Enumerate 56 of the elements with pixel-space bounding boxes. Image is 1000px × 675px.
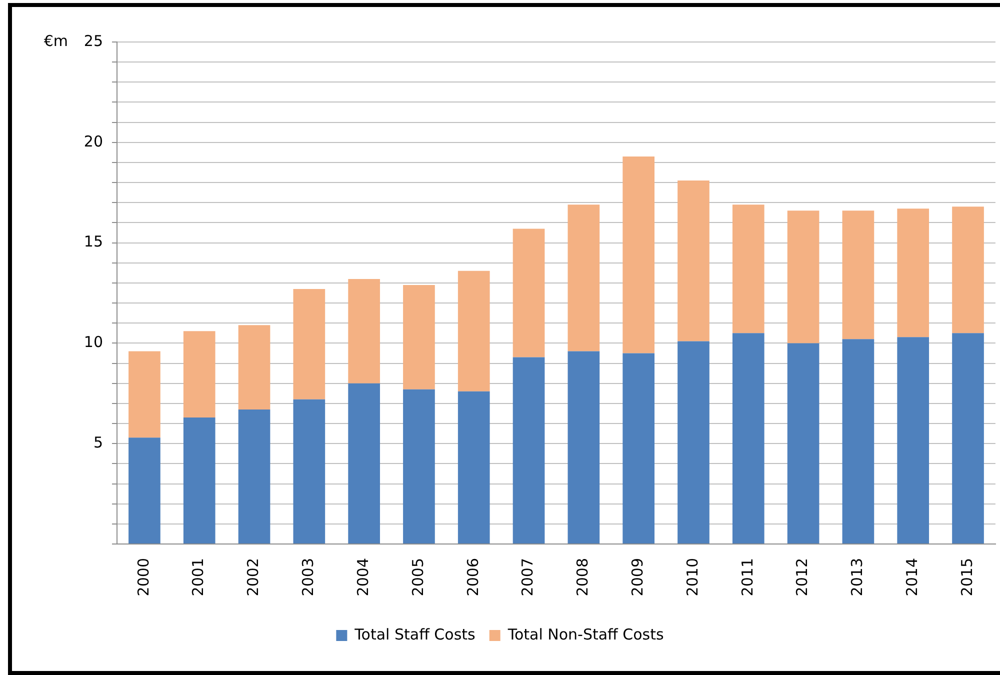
bar <box>128 438 160 544</box>
bar <box>293 288 326 400</box>
y-tick-label: 10 <box>84 333 103 352</box>
bar <box>897 337 930 544</box>
x-tick-label: 2004 <box>354 558 372 596</box>
bar <box>897 208 930 338</box>
bar <box>842 339 874 544</box>
bar <box>842 210 874 340</box>
bar <box>458 391 490 544</box>
legend-label: Total Non-Staff Costs <box>506 625 664 644</box>
bar <box>128 351 160 438</box>
bar <box>183 331 216 418</box>
bar <box>787 210 820 344</box>
x-tick-label: 2007 <box>518 558 537 596</box>
x-tick-label: 2012 <box>793 558 812 596</box>
bar <box>238 409 270 544</box>
x-tick-label: 2000 <box>134 558 152 596</box>
bar <box>348 278 380 384</box>
bar <box>622 353 655 544</box>
bar <box>183 417 216 544</box>
x-tick-label: 2013 <box>848 558 866 596</box>
x-tick-label: 2002 <box>244 558 262 596</box>
x-tick-label: 2005 <box>408 558 427 596</box>
bar <box>403 389 435 544</box>
legend-label: Total Staff Costs <box>354 625 476 644</box>
x-tick-label: 2003 <box>299 558 318 596</box>
bar <box>952 333 984 544</box>
x-tick-label: 2014 <box>902 558 921 596</box>
bar <box>732 333 764 544</box>
bar <box>348 383 380 544</box>
bar <box>732 204 764 334</box>
bar <box>458 270 490 392</box>
bar <box>512 228 545 358</box>
x-tick-label: 2008 <box>574 558 592 596</box>
bar <box>568 351 600 544</box>
x-tick-label: 2011 <box>738 558 756 596</box>
x-tick-label: 2015 <box>958 558 976 596</box>
bar <box>238 325 270 410</box>
bar <box>622 156 655 354</box>
x-tick-label: 2010 <box>683 558 702 596</box>
y-tick-label: 5 <box>93 433 103 452</box>
x-tick-label: 2006 <box>464 558 482 596</box>
y-tick-label: 25 <box>84 32 103 50</box>
bar <box>678 180 710 342</box>
bar <box>787 343 820 544</box>
bar <box>952 206 984 334</box>
bar <box>403 284 435 390</box>
bar <box>678 341 710 544</box>
bar <box>512 357 545 544</box>
x-tick-label: 2009 <box>628 558 646 596</box>
bar <box>293 399 326 544</box>
bar <box>568 204 600 352</box>
y-tick-label: 20 <box>84 132 103 150</box>
y-tick-label: 15 <box>84 232 103 251</box>
y-axis-title: €m <box>44 32 68 50</box>
x-tick-label: 2001 <box>189 558 208 596</box>
